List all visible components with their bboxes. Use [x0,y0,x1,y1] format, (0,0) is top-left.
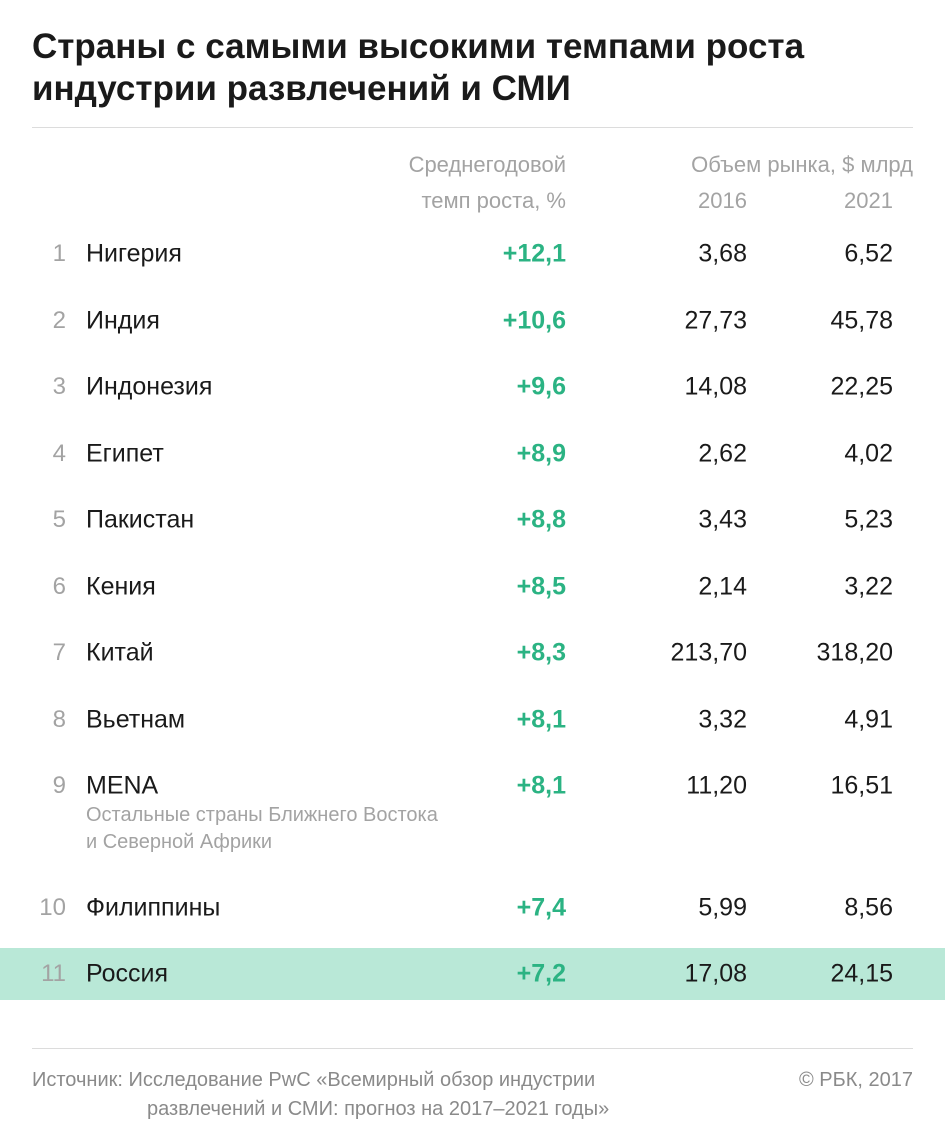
table-row: 9 MENA +8,1 11,20 16,51 [0,760,945,812]
value-2021: 16,51 [830,771,893,800]
year-2016-header: 2016 [698,188,747,213]
rank-cell: 6 [52,573,66,600]
country-cell: Индия [86,306,160,335]
source-line-2: развлечений и СМИ: прогноз на 2017–2021 … [147,1098,610,1120]
growth-value: +12,1 [502,239,566,268]
value-2016: 3,43 [698,505,747,534]
growth-value: +8,8 [516,505,566,534]
value-2016: 3,68 [698,239,747,268]
copyright: © РБК, 2017 [798,1069,913,1091]
bottom-divider [32,1048,913,1049]
value-2016: 27,73 [684,306,747,335]
value-2021: 4,91 [844,705,893,734]
table-row: 7 Китай +8,3 213,70 318,20 [0,627,945,679]
year-2021-header: 2021 [844,188,893,213]
growth-value: +7,2 [516,959,566,988]
value-2021: 3,22 [844,572,893,601]
value-2021: 22,25 [830,372,893,401]
rank-cell: 7 [52,639,66,666]
table-row: 4 Египет +8,9 2,62 4,02 [0,428,945,480]
rank-cell: 1 [52,240,66,267]
country-cell: Индонезия [86,372,213,401]
rank-cell: 4 [52,440,66,467]
rank-cell: 8 [52,706,66,733]
value-2016: 2,14 [698,572,747,601]
table-row: 11 Россия +7,2 17,08 24,15 [0,948,945,1000]
value-2021: 8,56 [844,893,893,922]
value-2016: 5,99 [698,893,747,922]
market-header: Объем рынка, $ млрд [691,152,913,177]
chart-title: Страны с самыми высокими темпами роста и… [32,27,805,108]
rank-cell: 3 [52,373,66,400]
country-cell: Египет [86,439,164,468]
table-row: 3 Индонезия +9,6 14,08 22,25 [0,361,945,413]
table-row: 6 Кения +8,5 2,14 3,22 [0,561,945,613]
table-row: 8 Вьетнам +8,1 3,32 4,91 [0,694,945,746]
table-row: 1 Нигерия +12,1 3,68 6,52 [0,228,945,280]
value-2016: 17,08 [684,959,747,988]
growth-value: +8,9 [516,439,566,468]
value-2016: 213,70 [670,638,747,667]
rank-cell: 10 [39,894,66,921]
value-2016: 3,32 [698,705,747,734]
value-2021: 6,52 [844,239,893,268]
growth-value: +7,4 [516,893,566,922]
growth-value: +9,6 [516,372,566,401]
country-cell: Китай [86,638,154,667]
table-row: 10 Филиппины +7,4 5,99 8,56 [0,882,945,934]
rank-cell: 5 [52,506,66,533]
table-row: 2 Индия +10,6 27,73 45,78 [0,295,945,347]
country-cell: Филиппины [86,893,221,922]
value-2021: 24,15 [830,959,893,988]
rank-cell: 11 [41,960,66,987]
value-2016: 14,08 [684,372,747,401]
country-cell: Вьетнам [86,705,186,734]
table-row: 5 Пакистан +8,8 3,43 5,23 [0,494,945,546]
growth-value: +8,1 [516,705,566,734]
growth-header-line2: темп роста, % [421,188,566,213]
value-2016: 2,62 [698,439,747,468]
value-2021: 45,78 [830,306,893,335]
growth-value: +10,6 [502,306,566,335]
value-2021: 5,23 [844,505,893,534]
source-note: Источник: Исследование PwC «Всемирный об… [32,1066,732,1124]
growth-value: +8,1 [516,771,566,800]
value-2021: 318,20 [816,638,893,667]
growth-value: +8,3 [516,638,566,667]
country-cell: Пакистан [86,505,195,534]
country-cell: Кения [86,572,156,601]
growth-value: +8,5 [516,572,566,601]
country-cell: Россия [86,959,168,988]
rank-cell: 9 [52,772,66,799]
mena-note: Остальные страны Ближнего Востока и Севе… [86,804,438,853]
rank-cell: 2 [52,307,66,334]
value-2016: 11,20 [686,771,747,800]
value-2021: 4,02 [844,439,893,468]
country-cell: Нигерия [86,239,182,268]
top-divider [32,127,913,128]
growth-header-line1: Среднегодовой [408,152,566,177]
country-cell: MENA [86,771,159,800]
source-line-1: Источник: Исследование PwC «Всемирный об… [32,1069,596,1091]
